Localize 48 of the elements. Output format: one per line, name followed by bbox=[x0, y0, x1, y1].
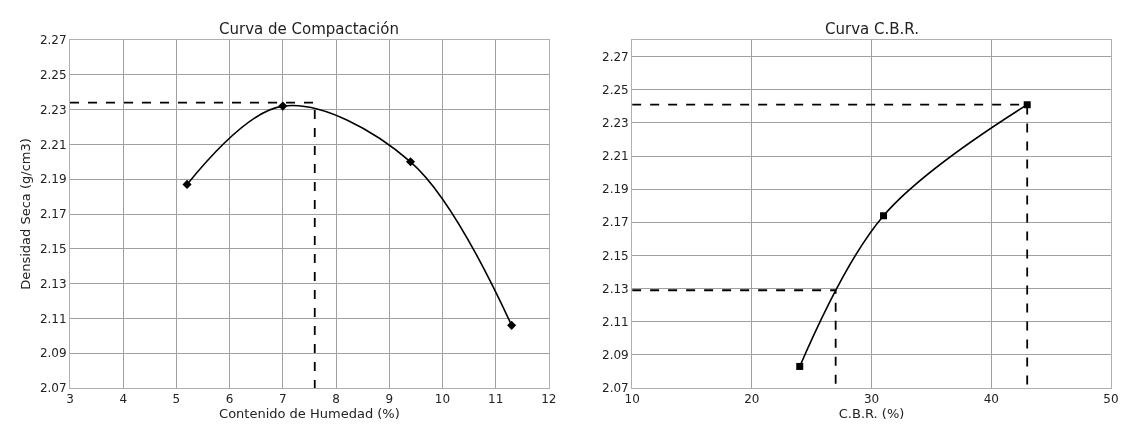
point bbox=[405, 157, 416, 167]
x-tick-label: 10 bbox=[434, 392, 451, 407]
y-tick-label: 2.19 bbox=[39, 172, 67, 187]
x-tick-label: 7 bbox=[279, 392, 287, 407]
x-tick-label: 9 bbox=[385, 392, 394, 407]
point bbox=[182, 179, 192, 189]
x-tick-label: 3 bbox=[66, 392, 74, 407]
chart-title: Curva de Compactación bbox=[219, 20, 399, 38]
y-tick-label: 2.17 bbox=[39, 207, 67, 222]
x-axis-title: C.B.R. (%) bbox=[838, 406, 905, 422]
point bbox=[278, 101, 288, 111]
x-tick-label: 12 bbox=[541, 392, 557, 407]
x-tick-label: 6 bbox=[225, 392, 234, 407]
y-tick-label: 2.15 bbox=[39, 242, 67, 256]
y-tick-label: 2.19 bbox=[602, 182, 629, 197]
y-tick-label: 2.17 bbox=[602, 215, 629, 230]
y-tick-label: 2.21 bbox=[39, 137, 67, 152]
y-tick-label: 2.11 bbox=[602, 314, 629, 329]
point bbox=[880, 212, 888, 220]
y-tick-label: 2.27 bbox=[602, 49, 629, 64]
y-tick-label: 2.25 bbox=[39, 68, 67, 82]
x-tick-label: 8 bbox=[332, 392, 340, 407]
x-tick-label: 50 bbox=[1103, 392, 1119, 407]
y-tick-label: 2.11 bbox=[39, 311, 67, 326]
point bbox=[507, 320, 517, 330]
x-tick-label: 11 bbox=[488, 392, 504, 407]
y-tick-label: 2.23 bbox=[602, 116, 629, 131]
y-axis-title: Densidad Seca (g/cm3) bbox=[17, 138, 33, 290]
y-tick-label: 2.09 bbox=[39, 346, 67, 361]
x-tick-label: 30 bbox=[863, 392, 880, 407]
y-tick-label: 2.21 bbox=[602, 149, 629, 164]
x-tick-label: 20 bbox=[744, 392, 760, 407]
y-tick-label: 2.09 bbox=[602, 348, 629, 363]
x-tick-label: 40 bbox=[983, 392, 999, 407]
point bbox=[796, 362, 804, 370]
x-tick-label: 5 bbox=[172, 392, 181, 407]
y-tick-label: 2.27 bbox=[39, 33, 67, 48]
y-tick-label: 2.07 bbox=[39, 381, 67, 396]
y-tick-label: 2.13 bbox=[39, 276, 67, 291]
point bbox=[1023, 101, 1031, 109]
x-tick-label: 4 bbox=[119, 392, 128, 407]
x-tick-label: 10 bbox=[624, 392, 640, 407]
y-tick-label: 2.25 bbox=[602, 82, 629, 97]
y-tick-label: 2.13 bbox=[602, 281, 629, 296]
y-tick-label: 2.15 bbox=[602, 248, 629, 263]
y-tick-label: 2.23 bbox=[39, 102, 67, 117]
x-axis-title: Contenido de Humedad (%) bbox=[219, 406, 400, 422]
chart-title: Curva C.B.R. bbox=[825, 20, 919, 38]
